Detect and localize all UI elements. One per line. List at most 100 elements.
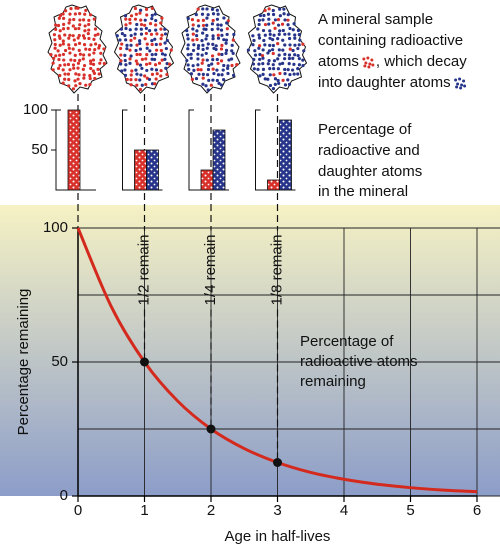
atom-dot	[291, 48, 295, 53]
atom-dot	[288, 26, 292, 31]
atom-dot	[92, 71, 97, 76]
atom-dot	[61, 27, 66, 31]
atom-dot	[123, 14, 128, 18]
atom-dot	[257, 33, 261, 37]
y-tick-label: 100	[43, 219, 68, 236]
atom-dot	[139, 22, 144, 27]
atom-dot	[62, 16, 66, 20]
atom-dot	[201, 31, 205, 35]
atom-dot	[82, 36, 87, 40]
atom-dot	[222, 38, 226, 42]
x-tick-label: 6	[473, 502, 481, 519]
atom-dot	[68, 33, 72, 37]
atom-dot	[189, 72, 194, 76]
sample-caption: into daughter atoms	[318, 74, 451, 91]
atom-dot	[159, 21, 163, 25]
atom-dot	[219, 23, 223, 27]
atom-dot	[58, 43, 62, 47]
atom-dot	[61, 81, 65, 85]
atom-dot	[93, 33, 97, 37]
atom-dot	[286, 68, 290, 72]
atom-dot	[138, 47, 143, 51]
atom-dot	[71, 34, 75, 38]
atom-dot	[226, 66, 230, 70]
atom-dot	[215, 57, 219, 62]
atom-dot	[58, 63, 62, 68]
atom-dot	[159, 27, 163, 31]
atom-dot	[201, 76, 205, 80]
atom-dot	[129, 77, 133, 82]
atom-dot	[205, 46, 209, 50]
atom-dot	[281, 61, 285, 65]
atom-dot	[71, 47, 75, 51]
atom-dot	[192, 68, 196, 73]
atom-dot	[160, 16, 164, 20]
atom-dot	[83, 12, 87, 16]
atom-dot	[84, 83, 88, 87]
atom-dot	[196, 63, 200, 67]
atom-dot	[123, 73, 128, 77]
atom-dot	[163, 27, 167, 31]
atom-dot	[150, 57, 154, 61]
atom-dot	[263, 8, 267, 13]
atom-dot	[266, 62, 270, 66]
atom-dot	[147, 77, 152, 82]
atom-dot	[143, 18, 147, 22]
atom-dot	[73, 27, 78, 31]
atom-dot	[283, 72, 287, 76]
atom-dot	[138, 63, 143, 67]
atom-dot	[271, 63, 275, 67]
atom-dot	[138, 41, 142, 46]
y-axis-label: Percentage remaining	[15, 289, 32, 436]
atom-dot	[77, 33, 81, 38]
atom-dot	[78, 81, 82, 86]
atom-dot	[191, 38, 195, 42]
atom-dot	[69, 7, 73, 11]
atom-dot	[73, 12, 77, 16]
atom-dot	[63, 63, 67, 67]
remain-label: 1/2 remain	[135, 235, 152, 306]
atom-dot	[267, 22, 271, 26]
atom-dot	[77, 48, 81, 52]
legend-dot	[462, 79, 466, 83]
atom-dot	[197, 72, 201, 76]
atom-dot	[69, 58, 73, 62]
atom-dot	[260, 53, 265, 58]
atom-dot	[293, 33, 297, 37]
atom-dot	[281, 38, 285, 42]
atom-dot	[129, 38, 133, 42]
atom-dot	[51, 61, 55, 65]
atom-dot	[225, 27, 229, 31]
atom-dot	[81, 57, 85, 61]
atom-dot	[296, 28, 301, 33]
atom-dot	[301, 63, 305, 68]
atom-dot	[281, 48, 285, 52]
x-tick-label: 0	[74, 502, 82, 519]
atom-dot	[261, 48, 265, 52]
atom-dot	[267, 49, 272, 53]
atom-dot	[211, 67, 215, 71]
half-life-point	[273, 458, 282, 467]
atom-dot	[99, 51, 103, 55]
atom-dot	[210, 62, 214, 66]
background-layer	[0, 205, 500, 496]
atom-dot	[276, 42, 280, 46]
atom-dot	[266, 77, 270, 81]
atom-dot	[225, 21, 229, 25]
atom-dot	[210, 54, 215, 58]
atom-dot	[226, 71, 230, 76]
atom-dot	[73, 58, 77, 63]
atom-dot	[196, 57, 200, 61]
legend-dot	[363, 64, 367, 68]
atom-dot	[133, 17, 138, 21]
atom-dot	[206, 67, 211, 72]
atom-dot	[199, 68, 203, 72]
atom-dot	[150, 39, 154, 43]
plot-background	[0, 205, 500, 496]
atom-dot	[120, 42, 124, 46]
atom-dot	[134, 27, 138, 31]
atom-dot	[72, 17, 76, 22]
atom-dot	[128, 48, 132, 52]
atom-dot	[277, 81, 281, 85]
atom-dot	[144, 57, 148, 61]
